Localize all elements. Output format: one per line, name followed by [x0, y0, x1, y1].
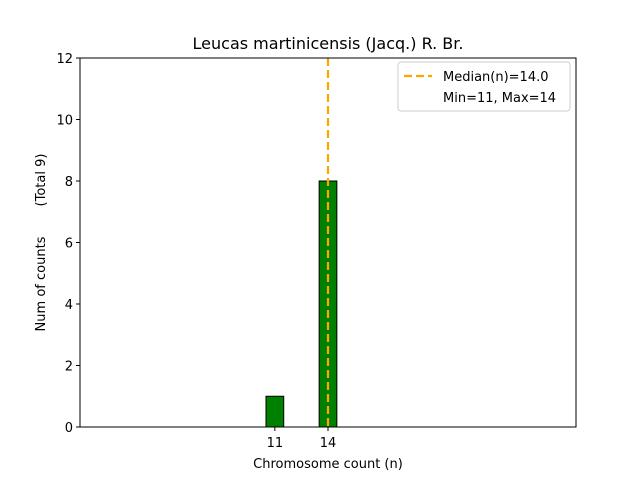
legend: Median(n)=14.0 Min=11, Max=14: [397, 61, 571, 112]
bars: [265, 180, 338, 428]
x-tick-label: 11: [267, 436, 284, 451]
y-tick-label: 12: [56, 52, 73, 67]
y-tick-label: 4: [65, 298, 73, 313]
y-tick-label: 6: [65, 237, 73, 252]
legend-median-label: Median(n)=14.0: [443, 70, 549, 85]
chart-title: Leucas martinicensis (Jacq.) R. Br.: [193, 34, 464, 53]
y-tick-label: 0: [65, 421, 73, 436]
legend-box: [397, 61, 571, 112]
y-tick-label: 2: [65, 360, 73, 375]
legend-range-label: Min=11, Max=14: [443, 91, 556, 106]
x-axis-label: Chromosome count (n): [253, 457, 403, 472]
y-axis-ticks: 0 2 4 6 8 10 12: [56, 52, 80, 436]
x-axis-ticks: 11 14: [267, 427, 337, 451]
y-tick-label: 10: [56, 114, 73, 129]
y-axis-total-label: (Total 9): [34, 154, 49, 207]
y-axis-label: Num of counts: [34, 236, 49, 331]
bar-11: [265, 395, 285, 428]
x-tick-label: 14: [320, 436, 337, 451]
y-tick-label: 8: [65, 175, 73, 190]
